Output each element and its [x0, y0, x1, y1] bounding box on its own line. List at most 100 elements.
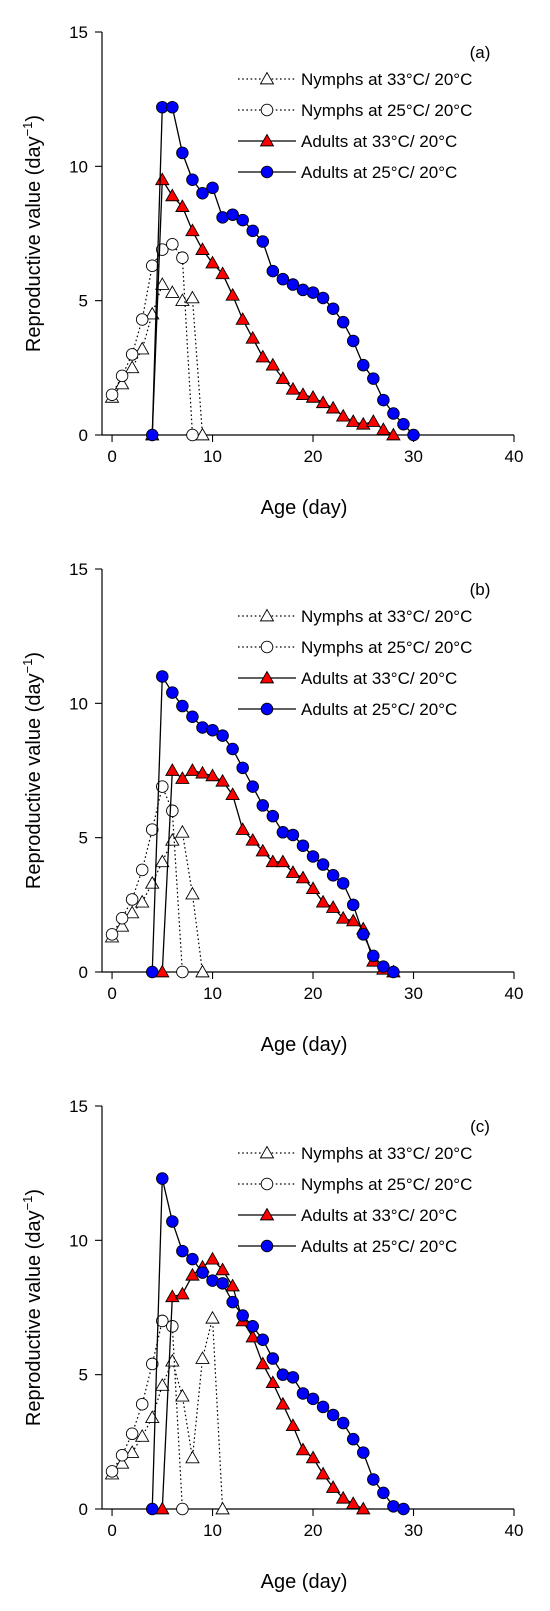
data-point-adults-33: [295, 870, 311, 884]
data-point-adults-33: [255, 349, 271, 363]
legend-label-nymphs-25: Nymphs at 25°C/ 20°C: [301, 101, 472, 120]
data-point-adults-25: [387, 407, 400, 420]
data-point-nymphs-33: [124, 360, 140, 374]
data-point-adults-33: [215, 773, 230, 787]
data-point-nymphs-33: [195, 1351, 210, 1364]
data-point-adults-33: [155, 172, 170, 186]
legend: Nymphs at 33°C/ 20°C Nymphs at 25°C/ 20°C…: [238, 1144, 472, 1256]
x-tick-label: 0: [107, 984, 116, 1003]
x-tick-label: 0: [107, 1521, 116, 1540]
data-point-adults-33: [155, 964, 170, 978]
data-point-nymphs-33: [124, 1445, 140, 1458]
data-point-adults-25: [367, 949, 380, 963]
legend-label-adults-33: Adults at 33°C/ 20°C: [301, 132, 457, 151]
data-point-adults-33: [155, 1501, 170, 1515]
data-point-adults-33: [245, 330, 261, 344]
data-point-nymphs-33: [185, 886, 200, 900]
data-point-nymphs-33: [155, 277, 170, 290]
data-point-adults-25: [377, 960, 390, 973]
x-tick-label: 30: [404, 447, 423, 466]
data-point-adults-25: [326, 302, 340, 315]
data-point-nymphs-33: [185, 1450, 200, 1464]
data-point-adults-33: [345, 913, 361, 927]
legend-marker-nymphs-33: [259, 1145, 275, 1159]
data-point-adults-25: [346, 898, 360, 912]
data-point-adults-25: [276, 272, 290, 286]
data-point-nymphs-33: [134, 894, 150, 908]
legend-marker-nymphs-25: [260, 1177, 274, 1191]
data-point-adults-25: [326, 1408, 340, 1422]
y-axis-title-superscript: −1: [20, 1196, 35, 1211]
legend-marker-adults-33: [259, 133, 275, 147]
data-point-adults-25: [397, 1502, 410, 1516]
data-point-adults-33: [245, 832, 261, 846]
data-point-adults-25: [145, 428, 159, 442]
series-line-adults-33: [161, 1258, 364, 1510]
y-tick-label: 5: [79, 829, 88, 848]
data-point-adults-33: [195, 242, 210, 255]
panel-label: (a): [470, 43, 491, 62]
data-point-adults-25: [316, 1400, 330, 1414]
y-axis-title-main: Reproductive value (day: [23, 136, 45, 352]
data-point-nymphs-25: [156, 1314, 169, 1328]
data-point-adults-33: [295, 387, 311, 401]
legend-label-adults-33: Adults at 33°C/ 20°C: [301, 1206, 457, 1225]
y-axis-title-superscript: −1: [20, 122, 35, 137]
data-point-adults-25: [367, 1473, 380, 1486]
data-point-adults-33: [255, 1356, 271, 1370]
y-tick-label: 10: [69, 1231, 88, 1250]
data-point-nymphs-33: [155, 1378, 170, 1391]
y-axis-title-main: Reproductive value (day: [23, 673, 45, 889]
y-axis-title-close: ): [23, 1189, 45, 1196]
data-point-adults-33: [175, 199, 190, 212]
data-point-adults-25: [357, 928, 370, 941]
data-point-adults-25: [156, 1172, 169, 1185]
data-point-adults-25: [367, 372, 380, 385]
data-point-nymphs-25: [186, 428, 199, 442]
data-point-adults-25: [336, 1416, 350, 1430]
chart-panel-c: 0 10 20 30 40 0 5 10 15 Age (day) Reproductive val…: [20, 1097, 524, 1593]
data-point-nymphs-25: [166, 237, 179, 251]
data-point-adults-33: [185, 763, 200, 776]
x-tick-label: 40: [505, 1521, 524, 1540]
data-point-adults-33: [315, 1466, 331, 1480]
data-point-adults-25: [196, 1266, 209, 1279]
data-point-adults-25: [266, 264, 280, 278]
data-point-adults-33: [376, 422, 391, 435]
data-point-adults-33: [305, 881, 321, 895]
x-tick-label: 20: [304, 1521, 323, 1540]
data-point-nymphs-33: [185, 290, 200, 304]
data-point-adults-25: [236, 213, 249, 227]
series-nymphs-25: [105, 1314, 189, 1516]
data-point-nymphs-33: [144, 875, 160, 889]
data-point-adults-25: [156, 670, 169, 683]
data-point-adults-33: [315, 395, 331, 409]
series-adults-33: [144, 172, 401, 441]
legend-marker-nymphs-33: [259, 608, 275, 622]
y-tick-label: 5: [79, 1366, 88, 1385]
data-point-adults-33: [275, 371, 291, 384]
legend-marker-adults-33: [259, 1207, 275, 1221]
y-axis-title-close: ): [23, 115, 45, 122]
data-point-adults-25: [166, 686, 179, 699]
data-point-adults-25: [236, 1309, 249, 1322]
series-line-nymphs-25: [111, 243, 194, 436]
data-point-adults-33: [185, 1267, 200, 1281]
x-tick-label: 10: [203, 1521, 222, 1540]
data-point-adults-25: [316, 291, 330, 305]
data-point-adults-25: [246, 1320, 259, 1333]
data-point-adults-33: [275, 854, 291, 868]
series-adults-25: [145, 1172, 410, 1516]
legend-marker-adults-25: [260, 702, 274, 716]
data-point-adults-33: [325, 900, 341, 913]
data-point-nymphs-25: [125, 893, 139, 906]
legend-label-nymphs-33: Nymphs at 33°C/ 20°C: [301, 70, 472, 89]
data-point-nymphs-25: [176, 1502, 189, 1516]
data-point-adults-25: [286, 278, 300, 291]
data-point-adults-25: [226, 208, 239, 221]
data-point-adults-33: [295, 1442, 311, 1456]
data-point-nymphs-25: [135, 863, 149, 877]
x-tick-label: 40: [505, 984, 524, 1003]
data-point-adults-25: [145, 1502, 159, 1516]
series-adults-25: [145, 670, 400, 979]
